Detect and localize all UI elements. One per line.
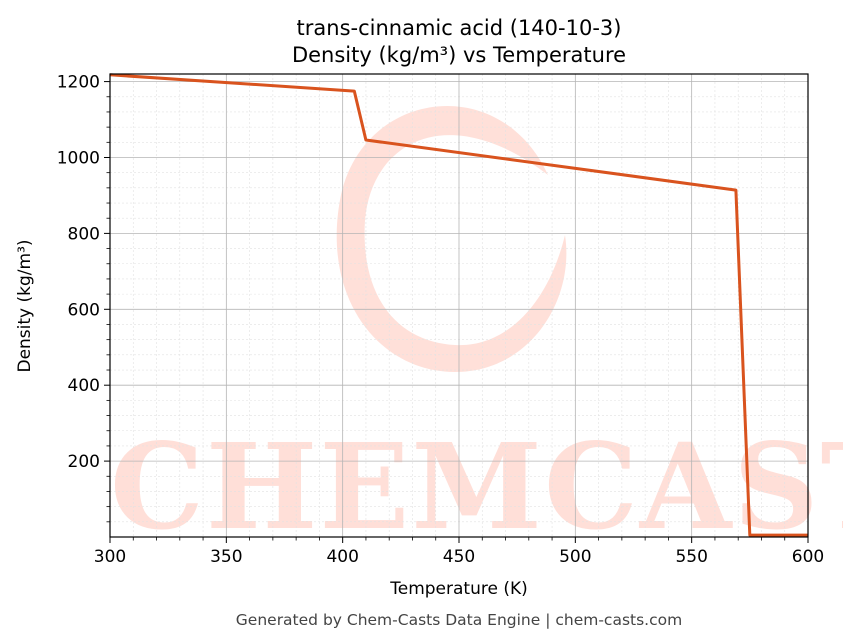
y-tick-label: 600 [68, 300, 100, 320]
footer-credit: Generated by Chem-Casts Data Engine | ch… [236, 611, 682, 629]
y-tick-label: 1200 [57, 73, 100, 93]
chart-subtitle: Density (kg/m³) vs Temperature [292, 43, 626, 67]
y-axis-ticks: 200 400 600 800 1000 1200 [57, 73, 110, 523]
svg-text:CHEMCASTS: CHEMCASTS [110, 417, 843, 556]
y-axis-label: Density (kg/m³) [15, 239, 35, 372]
y-tick-label: 800 [68, 224, 100, 244]
chemcasts-watermark: CHEMCASTS [110, 105, 843, 556]
y-tick-label: 400 [68, 376, 100, 396]
x-axis-label: Temperature (K) [389, 579, 528, 599]
x-tick-label: 450 [443, 547, 475, 567]
density-series-line [109, 73, 808, 537]
y-tick-label: 1000 [57, 148, 100, 168]
x-tick-label: 600 [792, 547, 824, 567]
chart-title: trans-cinnamic acid (140-10-3) [297, 16, 622, 40]
y-tick-label: 200 [68, 452, 100, 472]
x-tick-label: 550 [675, 547, 707, 567]
x-tick-label: 400 [326, 547, 358, 567]
x-tick-label: 500 [559, 547, 591, 567]
x-tick-label: 300 [94, 547, 126, 567]
x-axis-ticks: 300 350 400 450 500 550 600 [94, 537, 824, 567]
x-tick-label: 350 [210, 547, 242, 567]
